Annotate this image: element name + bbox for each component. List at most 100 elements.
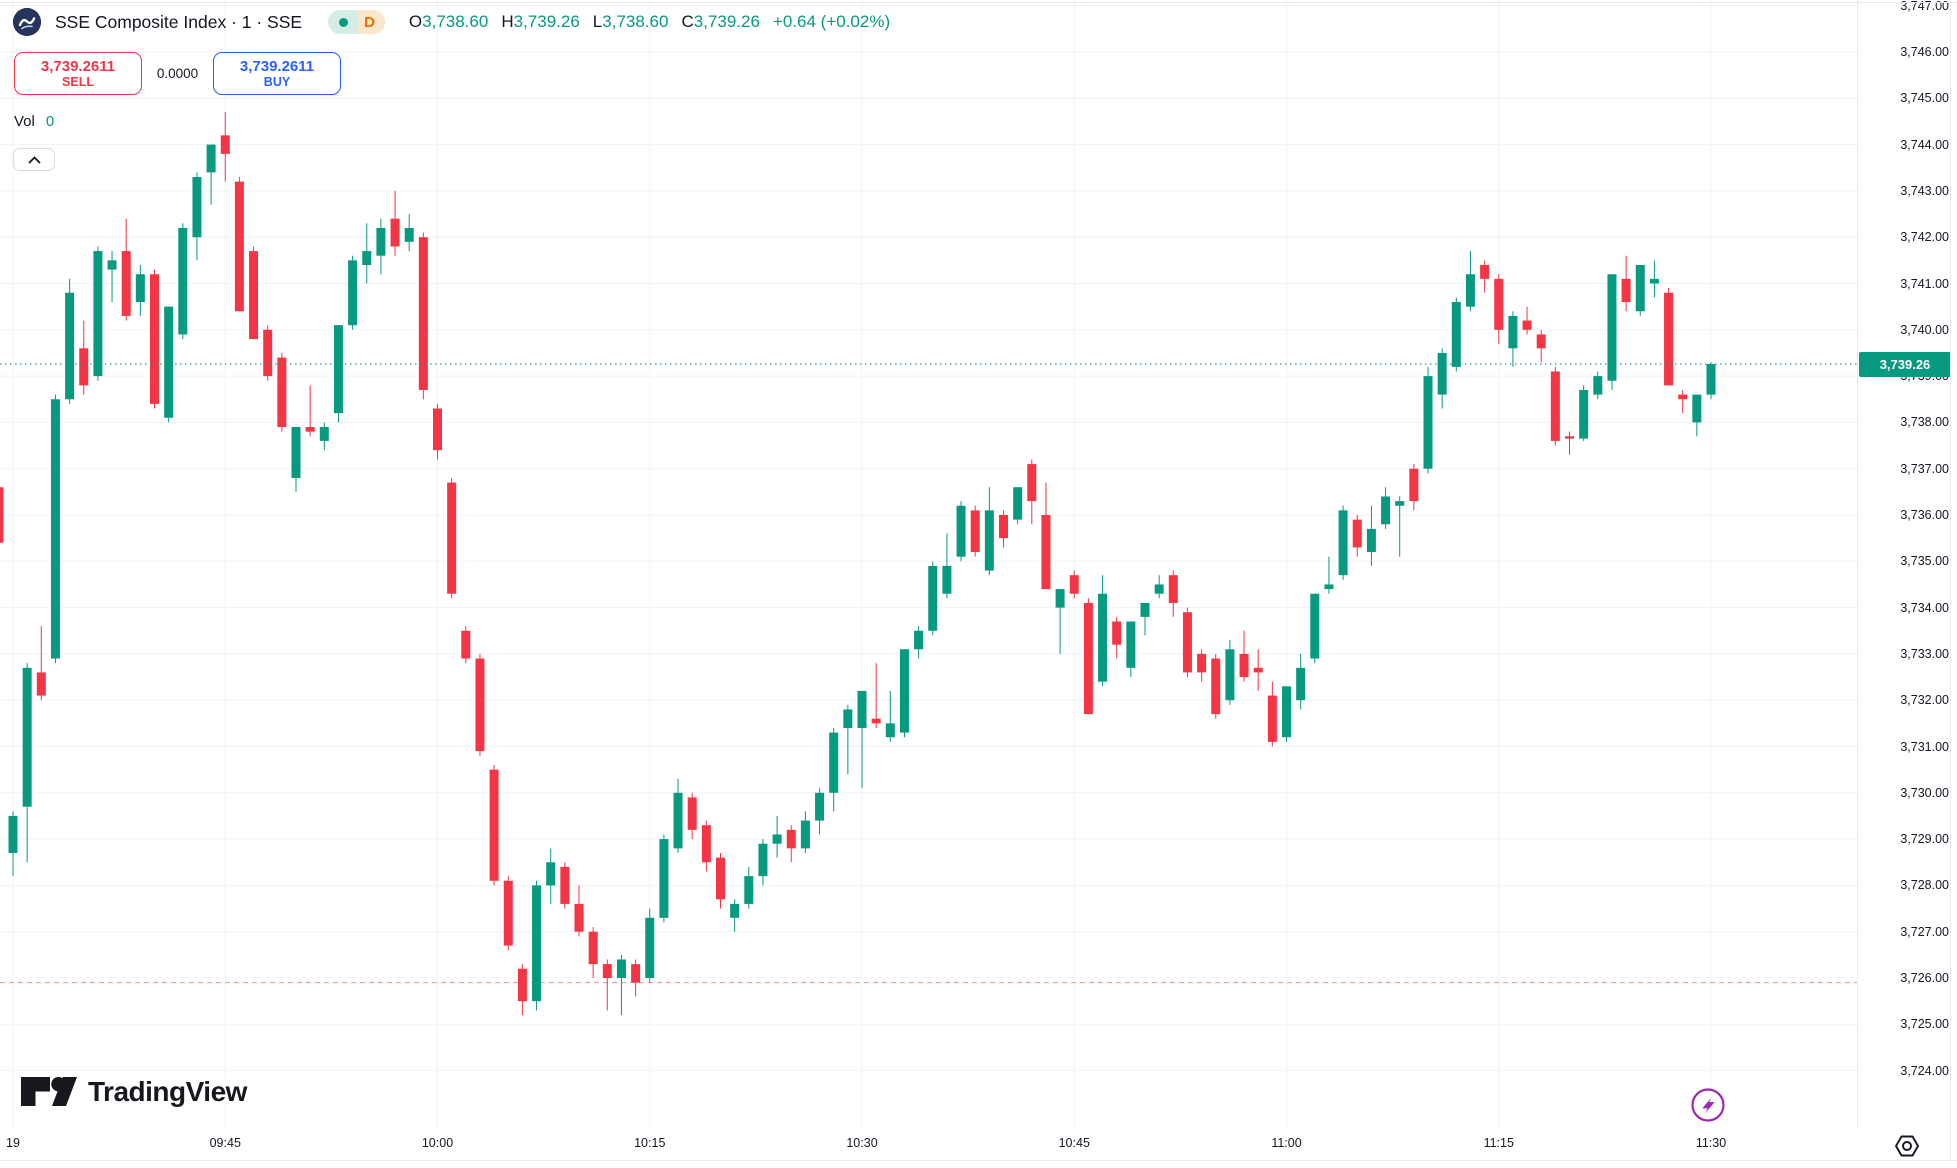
- candle-body: [1366, 528, 1376, 553]
- sell-button[interactable]: 3,739.2611 SELL: [14, 52, 142, 95]
- candle-body: [560, 866, 570, 904]
- candle-body: [673, 792, 683, 849]
- candle-body: [1494, 278, 1504, 330]
- candle-body: [914, 630, 924, 650]
- candle-body: [546, 862, 556, 886]
- candle-body: [121, 251, 131, 316]
- interval-badge[interactable]: D: [328, 10, 385, 34]
- price-axis-label: 3,745.00: [1900, 91, 1949, 106]
- candle-body: [1197, 653, 1207, 673]
- price-axis-label: 3,740.00: [1900, 322, 1949, 337]
- candle-body: [758, 843, 768, 877]
- candle-body: [1649, 278, 1659, 284]
- candle-body: [220, 135, 230, 154]
- symbol-logo-icon[interactable]: [13, 8, 41, 36]
- price-axis-label: 3,741.00: [1900, 276, 1949, 291]
- time-axis-label: 19: [6, 1136, 20, 1150]
- low-label: L: [592, 12, 603, 31]
- price-axis-label: 3,726.00: [1900, 971, 1949, 985]
- timezone-settings-button[interactable]: [1893, 1132, 1921, 1160]
- open-value: 3,738.60: [422, 12, 489, 31]
- candle-body: [970, 510, 980, 553]
- price-axis-label: 3,733.00: [1900, 646, 1949, 661]
- candle-body: [1182, 612, 1192, 673]
- time-axis-label: 10:30: [846, 1136, 878, 1150]
- candle-body: [178, 227, 188, 335]
- time-axis-label: 11:00: [1271, 1136, 1302, 1150]
- buy-button[interactable]: 3,739.2611 BUY: [213, 52, 341, 95]
- candle-body: [1098, 593, 1108, 682]
- candle-body: [22, 667, 32, 807]
- candle-body: [1678, 394, 1688, 400]
- price-axis[interactable]: 3,747.00 3,746.00 3,745.00 3,744.00 3,743.00…: [1857, 0, 1957, 1128]
- candle-body: [701, 825, 711, 863]
- candle-body: [1282, 686, 1291, 738]
- candle-body: [517, 968, 527, 1002]
- close-value: 3,739.26: [693, 12, 760, 31]
- collapse-pane-button[interactable]: [13, 148, 55, 171]
- candle-body: [1239, 653, 1249, 678]
- candle-body: [1352, 519, 1362, 548]
- candle-body: [291, 427, 301, 478]
- candle-body: [588, 931, 598, 965]
- candle-body: [1112, 621, 1122, 645]
- candle-body: [1437, 352, 1447, 395]
- candle-body: [1536, 334, 1546, 349]
- time-axis[interactable]: 19 09:45 10:00 10:15 10:30 10:45 11:00 11:15 11:…: [0, 1128, 1957, 1160]
- buy-price: 3,739.2611: [239, 57, 315, 75]
- interval-badge-label: D: [357, 10, 385, 34]
- candle-body: [1055, 589, 1065, 608]
- symbol-title[interactable]: SSE Composite Index · 1 · SSE: [55, 11, 303, 32]
- high-label: H: [501, 12, 514, 31]
- candle-body: [1069, 575, 1079, 594]
- buy-label: BUY: [263, 74, 291, 89]
- candle-body: [1126, 621, 1136, 668]
- candle-body: [447, 482, 457, 594]
- watermark-text: TradingView: [88, 1076, 247, 1107]
- candle-body: [730, 903, 740, 918]
- last-price-badge: 3,739.26: [1859, 351, 1951, 377]
- price-axis-label: 3,731.00: [1900, 739, 1949, 754]
- instant-order-lightning-button[interactable]: [1690, 1087, 1726, 1123]
- price-axis-label: 3,730.00: [1900, 785, 1949, 800]
- market-status-dot-icon: [339, 17, 349, 27]
- price-axis-label: 3,744.00: [1900, 137, 1949, 152]
- symbol-header: SSE Composite Index · 1 · SSE D O3,738.6…: [13, 8, 890, 36]
- candle-body: [107, 260, 117, 270]
- candle-body: [1550, 371, 1560, 441]
- time-axis-label: 11:30: [1695, 1136, 1727, 1150]
- change-value: +0.64 (+0.02%): [772, 12, 891, 31]
- trade-panel: 3,739.2611 SELL 0.0000 3,739.2611 BUY: [14, 52, 341, 95]
- candle-body: [390, 218, 400, 247]
- price-axis-label: 3,743.00: [1900, 183, 1949, 198]
- volume-row: Vol 0: [14, 113, 54, 130]
- spread-value: 0.0000: [156, 66, 199, 81]
- candle-body: [206, 144, 216, 173]
- candle-body: [772, 834, 782, 844]
- candle-body: [1013, 487, 1023, 520]
- candle-body: [942, 565, 952, 594]
- candle-body: [956, 505, 966, 557]
- price-axis-label: 3,738.00: [1900, 415, 1949, 430]
- candle-body: [1664, 292, 1674, 386]
- tradingview-watermark: TradingView: [20, 1076, 247, 1108]
- candle-body: [829, 732, 839, 793]
- candle-body: [65, 292, 75, 400]
- bottom-border: [0, 1160, 1957, 1161]
- tradingview-logo-icon: [21, 1077, 77, 1106]
- candle-body: [1168, 575, 1178, 603]
- candle-body: [1253, 667, 1263, 673]
- candle-body: [631, 964, 641, 983]
- candle-body: [786, 829, 796, 849]
- right-border: [1950, 2, 1951, 1160]
- candle-body: [659, 839, 669, 918]
- candle-body: [1607, 274, 1617, 381]
- candle-body: [1041, 515, 1051, 590]
- candle-body: [305, 427, 315, 432]
- candle-body: [1692, 394, 1702, 423]
- candle-body: [800, 820, 810, 849]
- candle-body: [50, 399, 60, 659]
- candle-body: [1267, 695, 1277, 742]
- time-axis-label: 10:45: [1058, 1136, 1090, 1150]
